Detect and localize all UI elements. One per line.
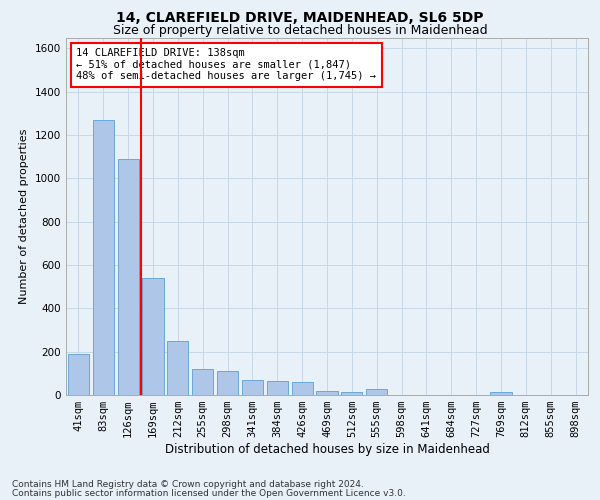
Text: Contains public sector information licensed under the Open Government Licence v3: Contains public sector information licen…	[12, 488, 406, 498]
Bar	[366, 388, 387, 395]
Bar	[68, 354, 89, 395]
X-axis label: Distribution of detached houses by size in Maidenhead: Distribution of detached houses by size …	[164, 443, 490, 456]
Bar	[341, 392, 362, 395]
Bar	[192, 369, 213, 395]
Y-axis label: Number of detached properties: Number of detached properties	[19, 128, 29, 304]
Text: 14 CLAREFIELD DRIVE: 138sqm
← 51% of detached houses are smaller (1,847)
48% of : 14 CLAREFIELD DRIVE: 138sqm ← 51% of det…	[76, 48, 376, 82]
Bar	[490, 392, 512, 395]
Bar	[118, 159, 139, 395]
Bar	[142, 278, 164, 395]
Bar	[292, 382, 313, 395]
Text: Size of property relative to detached houses in Maidenhead: Size of property relative to detached ho…	[113, 24, 487, 37]
Bar	[242, 380, 263, 395]
Bar	[167, 341, 188, 395]
Bar	[93, 120, 114, 395]
Bar	[217, 371, 238, 395]
Bar	[316, 390, 338, 395]
Text: 14, CLAREFIELD DRIVE, MAIDENHEAD, SL6 5DP: 14, CLAREFIELD DRIVE, MAIDENHEAD, SL6 5D…	[116, 11, 484, 25]
Text: Contains HM Land Registry data © Crown copyright and database right 2024.: Contains HM Land Registry data © Crown c…	[12, 480, 364, 489]
Bar	[267, 381, 288, 395]
